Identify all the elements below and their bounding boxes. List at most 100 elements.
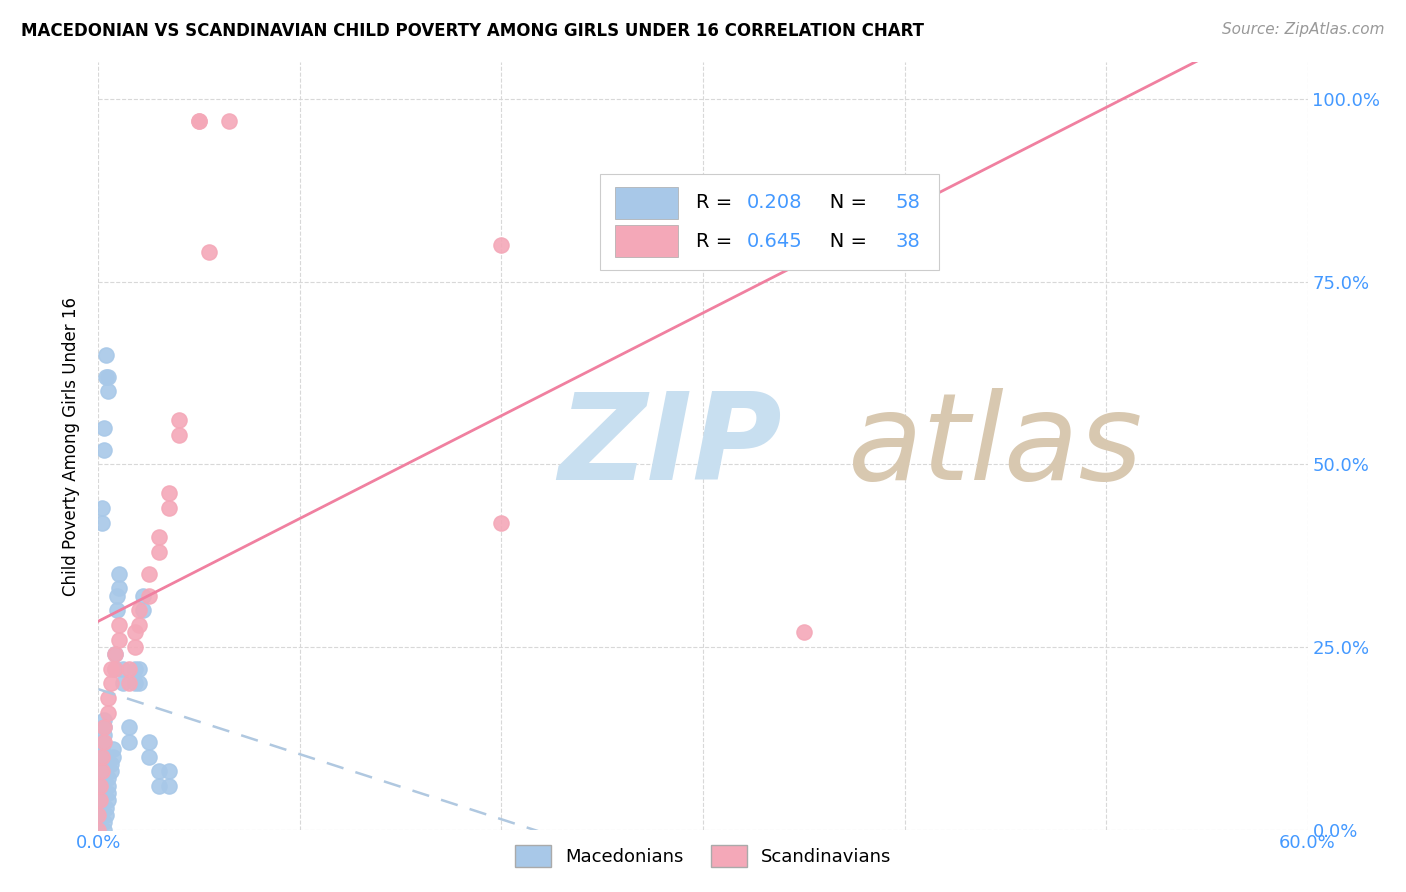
Point	[118, 735, 141, 749]
Point	[128, 676, 150, 690]
Point	[91, 756, 114, 771]
Point	[111, 662, 134, 676]
Point	[157, 764, 180, 778]
Point	[157, 779, 180, 793]
Point	[87, 808, 110, 822]
Point	[124, 640, 146, 654]
Point	[93, 713, 115, 727]
Point	[107, 618, 129, 632]
Point	[124, 625, 146, 640]
Point	[89, 800, 111, 814]
Point	[89, 808, 111, 822]
Point	[124, 662, 146, 676]
Point	[93, 442, 115, 457]
Point	[100, 756, 122, 771]
Point	[87, 822, 110, 837]
Point	[138, 749, 160, 764]
Point	[103, 662, 125, 676]
Point	[93, 822, 115, 837]
Point	[157, 501, 180, 516]
Point	[118, 662, 141, 676]
Point	[97, 772, 120, 786]
Point	[124, 676, 146, 690]
FancyBboxPatch shape	[600, 174, 939, 269]
Text: N =: N =	[811, 232, 873, 251]
Text: N =: N =	[811, 194, 873, 212]
Point	[87, 815, 110, 830]
Point	[100, 764, 122, 778]
Point	[91, 516, 114, 530]
Point	[128, 662, 150, 676]
Point	[93, 735, 115, 749]
Point	[97, 786, 120, 800]
Point	[91, 501, 114, 516]
Text: 0.645: 0.645	[747, 232, 803, 251]
Text: 0.208: 0.208	[747, 194, 801, 212]
Point	[107, 582, 129, 596]
Point	[157, 486, 180, 500]
Point	[89, 793, 111, 807]
Point	[93, 720, 115, 734]
Point	[491, 516, 513, 530]
Point	[118, 676, 141, 690]
Text: ZIP: ZIP	[558, 387, 782, 505]
Point	[93, 728, 115, 742]
Point	[105, 603, 128, 617]
Point	[138, 735, 160, 749]
Point	[188, 114, 211, 128]
Text: 58: 58	[896, 194, 920, 212]
Point	[105, 589, 128, 603]
Legend: Macedonians, Scandinavians: Macedonians, Scandinavians	[508, 838, 898, 874]
Point	[101, 742, 124, 756]
Point	[853, 186, 876, 201]
Point	[93, 421, 115, 435]
Point	[138, 566, 160, 581]
Point	[491, 238, 513, 252]
Point	[148, 545, 170, 559]
Point	[107, 632, 129, 647]
Point	[167, 428, 190, 442]
Point	[128, 603, 150, 617]
Point	[89, 779, 111, 793]
Point	[128, 618, 150, 632]
Point	[167, 413, 190, 427]
Point	[103, 647, 125, 661]
Point	[96, 800, 118, 814]
Point	[107, 566, 129, 581]
Point	[91, 749, 114, 764]
Point	[148, 530, 170, 544]
Point	[188, 114, 211, 128]
Point	[97, 793, 120, 807]
Point	[91, 764, 114, 778]
Point	[103, 647, 125, 661]
Point	[96, 369, 118, 384]
Text: MACEDONIAN VS SCANDINAVIAN CHILD POVERTY AMONG GIRLS UNDER 16 CORRELATION CHART: MACEDONIAN VS SCANDINAVIAN CHILD POVERTY…	[21, 22, 924, 40]
Point	[218, 114, 240, 128]
FancyBboxPatch shape	[614, 225, 678, 257]
Point	[89, 793, 111, 807]
Point	[103, 662, 125, 676]
Point	[89, 779, 111, 793]
Point	[132, 589, 155, 603]
Point	[89, 786, 111, 800]
Y-axis label: Child Poverty Among Girls Under 16: Child Poverty Among Girls Under 16	[62, 296, 80, 596]
Point	[93, 815, 115, 830]
Point	[91, 742, 114, 756]
Point	[91, 772, 114, 786]
Point	[148, 764, 170, 778]
Point	[93, 720, 115, 734]
Point	[91, 764, 114, 778]
Point	[97, 691, 120, 706]
Point	[100, 676, 122, 690]
Text: atlas: atlas	[848, 387, 1143, 505]
Point	[97, 384, 120, 399]
Text: R =: R =	[696, 194, 738, 212]
Point	[111, 676, 134, 690]
Point	[132, 603, 155, 617]
Point	[87, 822, 110, 837]
Point	[148, 779, 170, 793]
Text: 38: 38	[896, 232, 920, 251]
Point	[96, 808, 118, 822]
Point	[793, 625, 815, 640]
Text: R =: R =	[696, 232, 738, 251]
